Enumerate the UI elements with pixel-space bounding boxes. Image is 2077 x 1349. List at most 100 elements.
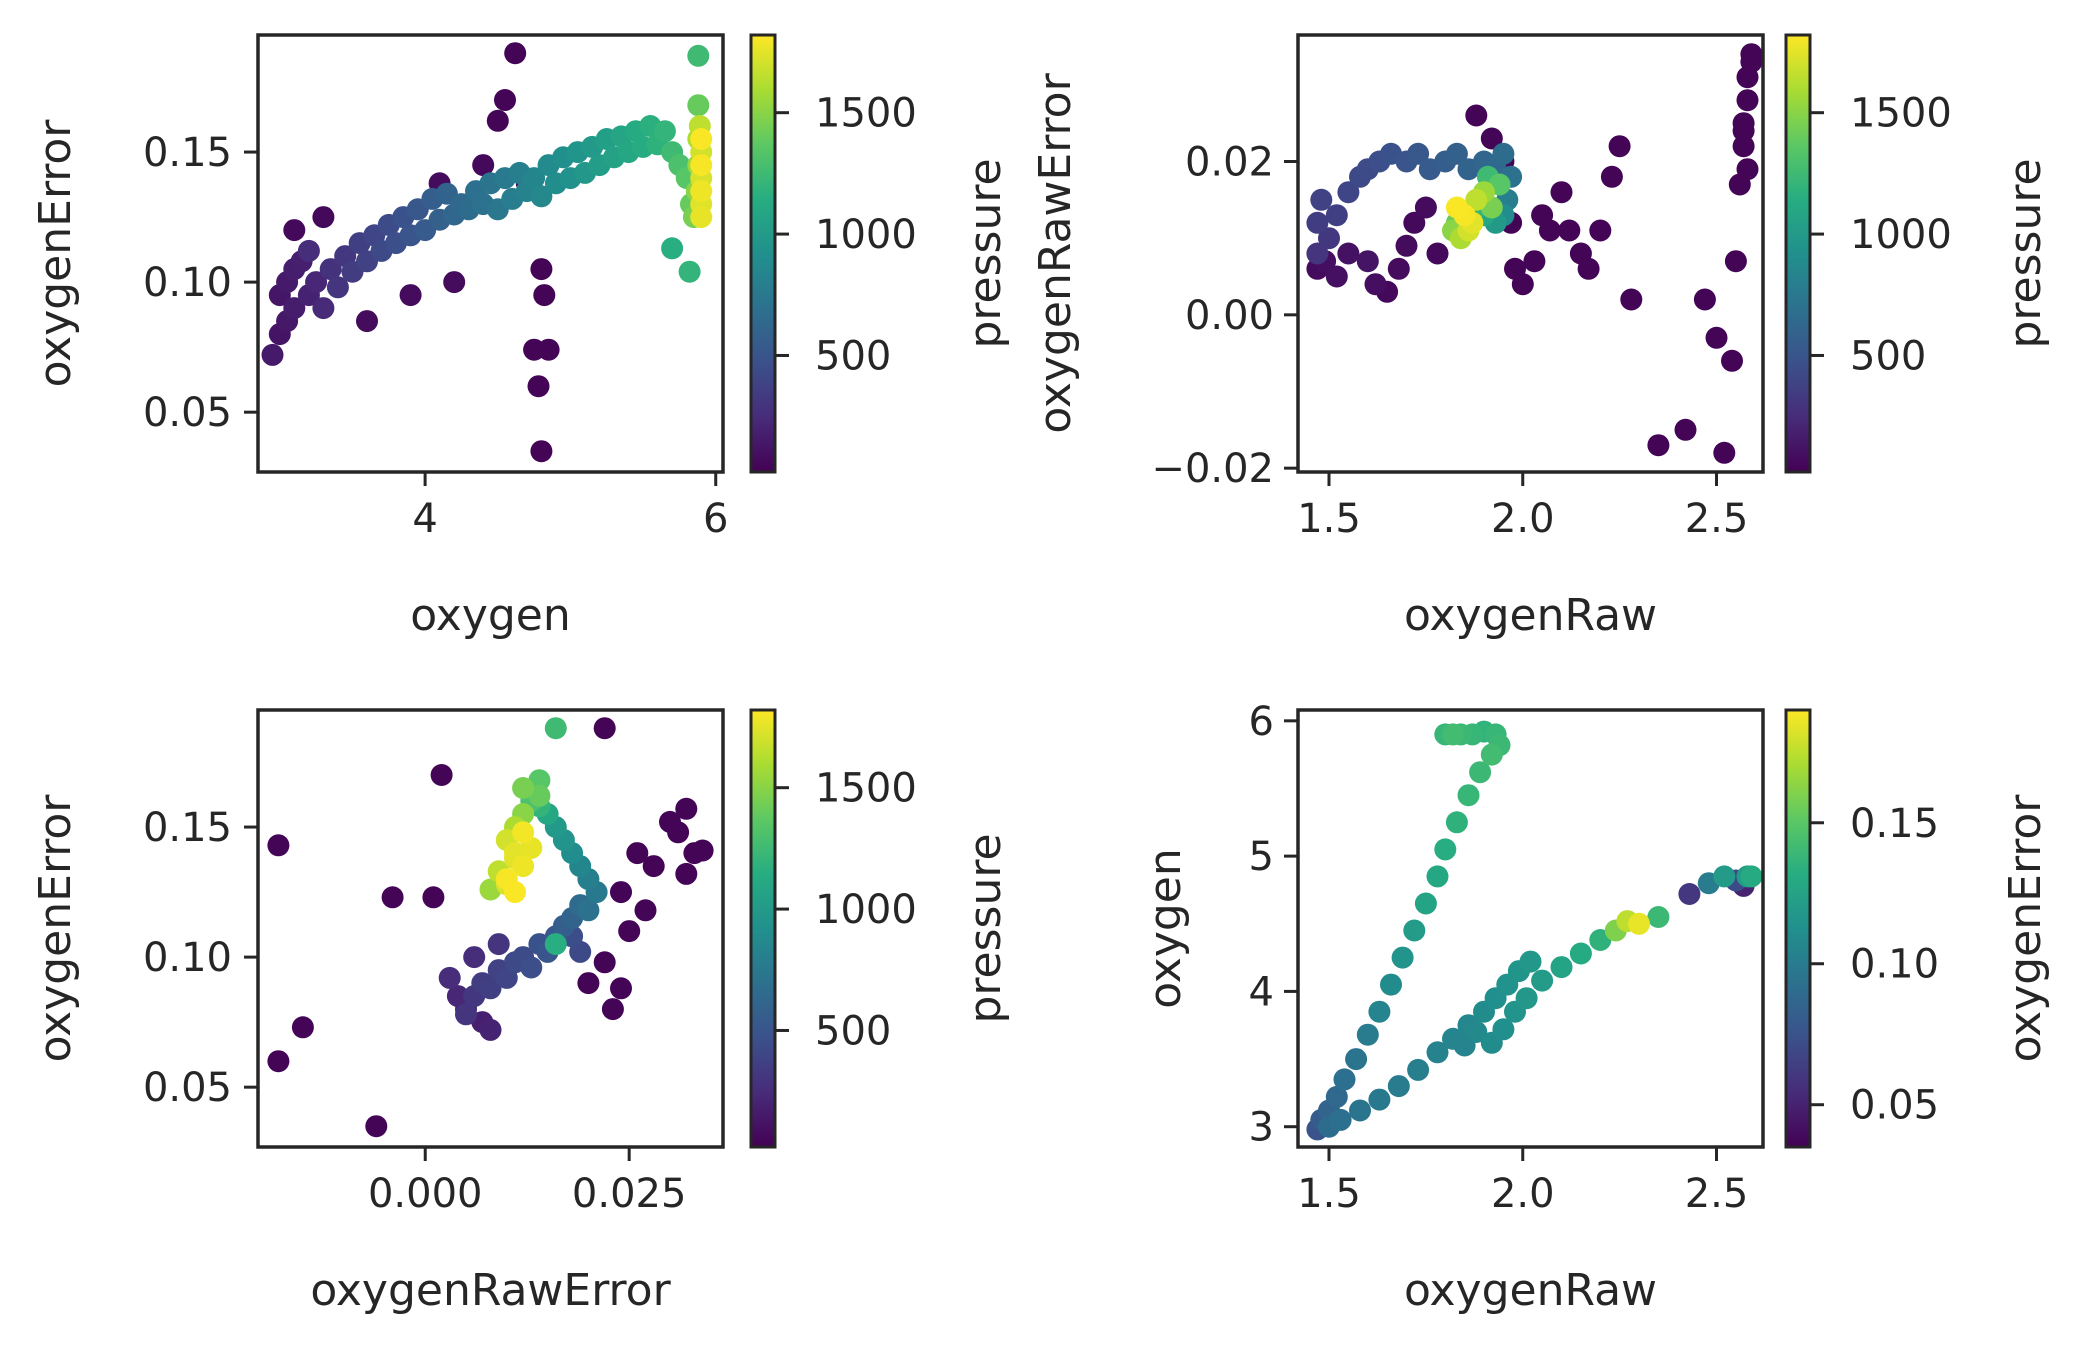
scatter-point (1368, 1000, 1391, 1023)
scatter-point (626, 842, 649, 865)
scatter-point (305, 271, 328, 294)
scatter-point (1387, 257, 1410, 280)
x-tick-label: 1.5 (1297, 1171, 1361, 1217)
colorbar-label: pressure (960, 833, 1011, 1023)
scatter-point (577, 899, 600, 922)
colorbar: 0.05 0.10 0.15 oxygenError (1784, 708, 2051, 1149)
scatter-point (326, 276, 349, 299)
colorbar-tick-label: 1500 (815, 91, 917, 137)
scatter-point (1403, 919, 1426, 942)
scatter-point (512, 855, 535, 878)
scatter-point (593, 717, 616, 740)
y-axis-label: oxygen (1140, 848, 1191, 1009)
scatter-point (618, 920, 641, 943)
scatter-point (1325, 204, 1348, 227)
scatter-point (319, 258, 342, 281)
x-axis-label: oxygenRawError (310, 1265, 671, 1316)
scatter-point (1395, 234, 1418, 257)
x-axis-label: oxygen (410, 590, 571, 641)
colorbar-tick-label: 1500 (1850, 91, 1952, 137)
scatter-point (1732, 135, 1755, 158)
x-tick-label: 4 (412, 496, 437, 542)
scatter-point (610, 881, 632, 904)
scatter-point (261, 343, 284, 366)
scatter-point (537, 338, 560, 361)
colorbar-label: pressure (960, 158, 1011, 348)
colorbar-tick-label: 1000 (815, 212, 917, 258)
y-tick-label: 0.05 (143, 1065, 232, 1111)
scatter-point (520, 956, 543, 979)
x-tick-label: 0.025 (572, 1171, 687, 1217)
scatter-point (1465, 188, 1488, 211)
scatter-point (1724, 250, 1747, 273)
axes-frame (1296, 33, 1765, 474)
scatter-point (267, 834, 290, 857)
scatter-point (494, 89, 516, 111)
scatter-point (443, 271, 466, 294)
scatter-point (1577, 257, 1600, 280)
panel-1: 4 6 0.05 0.10 0.15 oxygen oxygenError 500 1000 15… (30, 33, 1011, 641)
scatter-point (1380, 973, 1402, 996)
x-axis-label: oxygenRaw (1404, 1265, 1657, 1316)
scatter-point (577, 972, 600, 995)
x-tick-label: 2.0 (1491, 496, 1555, 542)
colorbar-tick-label: 500 (1850, 333, 1926, 379)
scatter-point (1333, 1068, 1356, 1091)
scatter-point (528, 784, 551, 807)
scatter-point (690, 128, 713, 150)
scatter-point (1620, 288, 1643, 311)
colorbar: 500 1000 1500 pressure (749, 33, 1011, 474)
x-tick-label: 0.000 (368, 1171, 483, 1217)
colorbar-tick-label: 0.15 (1850, 801, 1939, 847)
colorbar-tick-label: 1500 (815, 766, 917, 812)
scatter-point (1465, 1021, 1488, 1043)
colorbar: 500 1000 1500 pressure (1784, 33, 2051, 474)
scatter-point (1519, 950, 1542, 973)
scatter-point (446, 985, 469, 1008)
scatter-point (1349, 1099, 1371, 1122)
y-axis-label: oxygenError (30, 119, 81, 388)
scatter-point (1434, 838, 1457, 861)
scatter-point (530, 440, 553, 463)
y-tick-label: 0.15 (143, 130, 232, 176)
colorbar-label: oxygenError (2000, 794, 2051, 1063)
scatter-point (1647, 906, 1670, 928)
scatter-point (544, 933, 567, 956)
y-tick-label: 6 (1249, 699, 1274, 745)
scatter-point (687, 44, 710, 67)
scatter-point (533, 284, 556, 307)
scatter-point (1589, 219, 1612, 242)
x-tick-label: 6 (703, 496, 728, 542)
scatter-point (691, 839, 714, 862)
scatter-point (463, 946, 486, 969)
scatter-point (675, 862, 698, 885)
y-tick-label: 0.00 (1185, 293, 1274, 339)
scatter-point (678, 260, 701, 283)
y-tick-label: 0.05 (143, 390, 232, 436)
y-tick-label: 3 (1249, 1105, 1274, 1151)
y-axis-label: oxygenError (30, 794, 81, 1063)
scatter-point (690, 154, 713, 177)
colorbar-label: pressure (2000, 158, 2051, 348)
scatter-point (601, 998, 624, 1021)
scatter-points (261, 42, 713, 463)
scatter-point (690, 180, 713, 203)
scatter-point (1457, 784, 1480, 807)
scatter-point (1337, 181, 1360, 204)
y-tick-label: 0.10 (143, 935, 232, 981)
scatter-point (1721, 349, 1743, 372)
axes-frame (256, 33, 725, 474)
scatter-point (1732, 119, 1755, 142)
scatter-point (610, 977, 632, 1000)
scatter-point (1740, 43, 1763, 66)
scatter-point (1492, 1018, 1515, 1041)
scatter-point (1713, 865, 1736, 888)
scatter-point (523, 167, 546, 190)
panel-4: 1.5 2.0 2.5 3 4 5 6 oxygenRaw oxygen 0.05 0.10 0.15… (1140, 699, 2051, 1316)
scatter-point (1426, 1041, 1449, 1064)
scatter-point (486, 109, 509, 132)
scatter-point (1387, 1075, 1410, 1098)
scatter-point (1647, 434, 1670, 457)
scatter-point (1318, 227, 1340, 250)
